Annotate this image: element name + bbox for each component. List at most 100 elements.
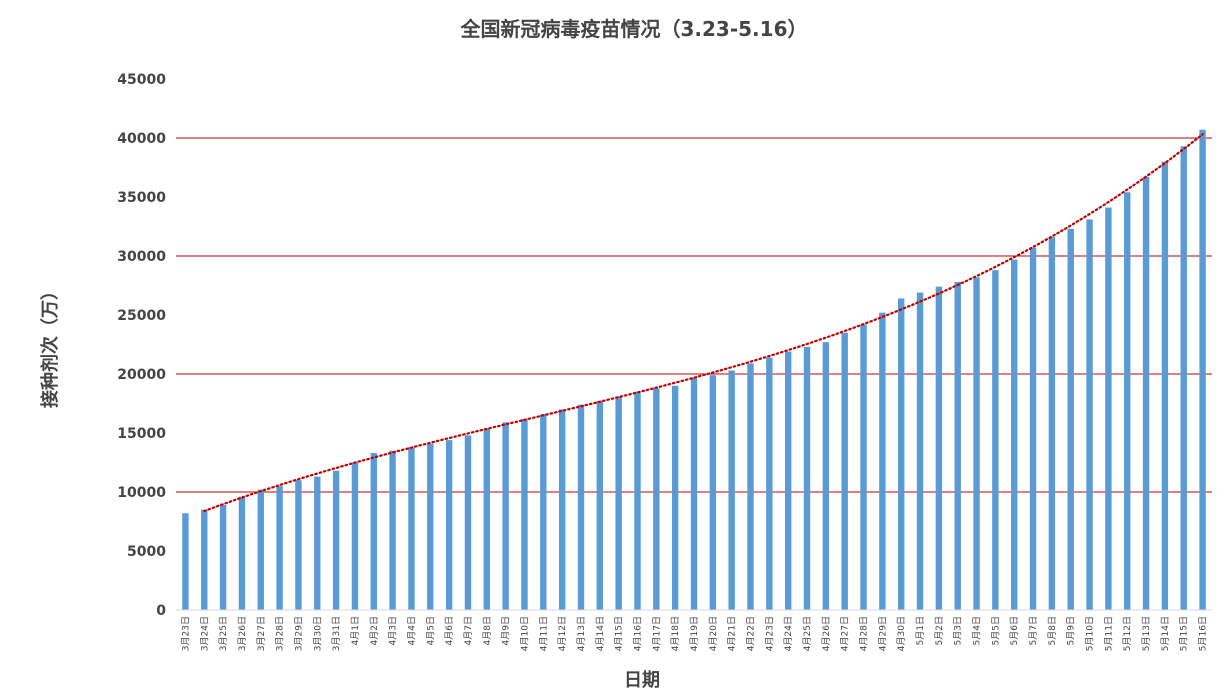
bar (992, 270, 999, 610)
bar (822, 342, 830, 610)
bar (370, 453, 377, 610)
x-tick-label: 5月13日 (1141, 616, 1152, 651)
x-tick-label: 3月30日 (312, 616, 323, 651)
x-axis-title: 日期 (624, 670, 660, 691)
x-tick-label: 3月27日 (256, 616, 267, 651)
x-tick-label: 5月12日 (1122, 616, 1133, 651)
bar (351, 462, 359, 610)
x-tick-label: 5月4日 (972, 616, 983, 645)
bar (1199, 129, 1206, 611)
x-tick-label: 3月26日 (237, 616, 248, 651)
bar (766, 357, 773, 610)
bar (1067, 228, 1074, 611)
x-tick-label: 4月24日 (783, 616, 794, 651)
x-tick-label: 4月15日 (614, 616, 625, 651)
x-tick-label: 4月25日 (802, 616, 813, 651)
x-tick-label: 4月10日 (519, 616, 530, 651)
x-tick-label: 4月2日 (369, 616, 380, 645)
x-tick-label: 4月28日 (859, 616, 870, 651)
bar (653, 388, 660, 610)
bar (314, 476, 321, 610)
bar (1142, 176, 1150, 610)
bar (408, 447, 415, 610)
bar (634, 391, 641, 610)
x-tick-label: 3月24日 (199, 616, 210, 651)
x-tick-label: 5月7日 (1028, 616, 1039, 645)
bar (709, 375, 717, 610)
x-tick-label: 3月25日 (218, 616, 229, 651)
y-axis-title: 接种剂次（万） (39, 282, 61, 408)
bar (596, 401, 604, 610)
x-tick-label: 4月12日 (557, 616, 568, 651)
bar (1161, 161, 1169, 610)
bar (427, 443, 434, 610)
x-tick-label: 4月19日 (689, 616, 700, 651)
y-tick-label: 35000 (117, 190, 166, 206)
bar (295, 480, 302, 610)
x-tick-label: 4月9日 (501, 616, 512, 645)
y-tick-label: 15000 (117, 426, 166, 442)
bar (464, 435, 472, 610)
x-tick-label: 5月15日 (1179, 616, 1190, 651)
x-tick-label: 4月30日 (896, 616, 907, 651)
x-tick-label: 4月3日 (388, 616, 399, 645)
x-tick-label: 4月1日 (350, 616, 361, 645)
x-tick-label: 5月8日 (1047, 616, 1058, 645)
trendline (203, 133, 1204, 513)
x-tick-label: 5月5日 (990, 616, 1001, 645)
bar (558, 409, 566, 610)
x-tick-label: 4月20日 (708, 616, 719, 651)
x-tick-label: 4月22日 (746, 616, 757, 651)
x-tick-label: 4月7日 (463, 616, 474, 645)
y-tick-label: 10000 (117, 485, 166, 501)
x-tick-label: 3月29日 (293, 616, 304, 651)
bar (954, 281, 961, 610)
y-tick-label: 5000 (127, 544, 166, 560)
x-tick-label: 4月14日 (595, 616, 606, 651)
bar (483, 428, 491, 610)
bar-series (182, 129, 1206, 611)
x-tick-label: 5月14日 (1160, 616, 1171, 651)
bar (1011, 259, 1018, 610)
bar (332, 470, 340, 610)
x-tick-label: 4月26日 (821, 616, 832, 651)
x-tick-label: 5月6日 (1009, 616, 1020, 645)
y-tick-label: 0 (156, 603, 166, 619)
x-tick-label: 4月17日 (651, 616, 662, 651)
x-tick-label: 4月29日 (877, 616, 888, 651)
x-tick-label: 4月8日 (482, 616, 493, 645)
x-tick-label: 4月16日 (632, 616, 643, 651)
bar (747, 363, 754, 610)
bar (1029, 247, 1037, 611)
y-tick-label: 45000 (117, 72, 166, 88)
x-tick-label: 5月1日 (915, 616, 926, 645)
bar (690, 377, 698, 610)
bar (182, 513, 189, 610)
bar (502, 422, 509, 610)
bar (540, 414, 547, 610)
bar (1180, 146, 1187, 610)
bar (521, 418, 528, 610)
x-tick-label: 5月9日 (1066, 616, 1077, 645)
bar (935, 286, 943, 610)
bar (897, 298, 905, 610)
x-tick-label: 5月3日 (953, 616, 964, 645)
x-axis-ticks: 3月23日 3月24日 3月25日 3月26日 3月27日 3月28日 3月29日 3月30日… (180, 616, 1208, 651)
bar (1086, 219, 1093, 611)
x-tick-label: 5月16日 (1198, 616, 1209, 651)
y-axis-ticks: 0 5000 10000 15000 20000 25000 30000 35000 40000… (117, 72, 166, 619)
x-tick-label: 3月23日 (180, 616, 191, 651)
bar (1048, 237, 1056, 610)
x-tick-label: 4月6日 (444, 616, 455, 645)
bar (973, 277, 980, 610)
x-tick-label: 4月11日 (538, 616, 549, 651)
bar (784, 351, 792, 610)
x-tick-label: 4月18日 (670, 616, 681, 651)
y-tick-label: 25000 (117, 308, 166, 324)
bar (879, 312, 886, 610)
bar (615, 396, 622, 610)
bar (1105, 207, 1112, 610)
bar (201, 509, 208, 610)
x-tick-label: 3月28日 (275, 616, 286, 651)
